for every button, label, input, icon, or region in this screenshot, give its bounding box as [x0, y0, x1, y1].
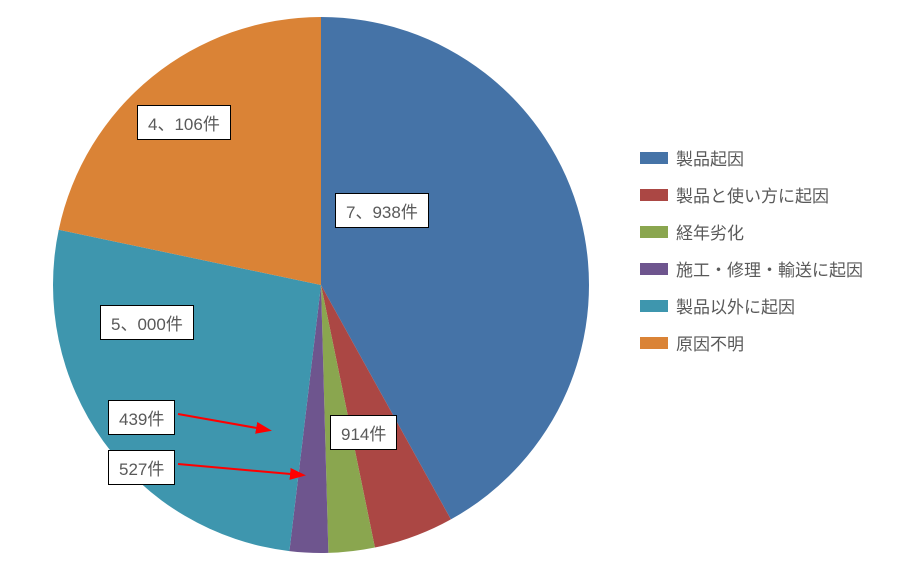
legend-swatch — [640, 337, 668, 349]
legend-label: 製品起因 — [676, 145, 744, 170]
legend-item: 原因不明 — [640, 330, 863, 355]
legend-swatch — [640, 300, 668, 312]
legend-item: 製品以外に起因 — [640, 293, 863, 318]
legend-label: 原因不明 — [676, 330, 744, 355]
legend-item: 施工・修理・輸送に起因 — [640, 256, 863, 281]
legend-item: 製品起因 — [640, 145, 863, 170]
data-label: 439件 — [108, 400, 175, 435]
data-label: 527件 — [108, 450, 175, 485]
legend-label: 施工・修理・輸送に起因 — [676, 256, 863, 281]
legend-label: 経年劣化 — [676, 219, 744, 244]
legend: 製品起因製品と使い方に起因経年劣化施工・修理・輸送に起因製品以外に起因原因不明 — [640, 145, 863, 367]
legend-swatch — [640, 263, 668, 275]
legend-label: 製品と使い方に起因 — [676, 182, 829, 207]
data-label: 5、000件 — [100, 305, 194, 340]
chart-container: 製品起因製品と使い方に起因経年劣化施工・修理・輸送に起因製品以外に起因原因不明 … — [0, 0, 904, 571]
legend-swatch — [640, 226, 668, 238]
pie-slice — [53, 230, 321, 551]
data-label: 4、106件 — [137, 105, 231, 140]
legend-label: 製品以外に起因 — [676, 293, 795, 318]
data-label: 914件 — [330, 415, 397, 450]
legend-item: 経年劣化 — [640, 219, 863, 244]
legend-swatch — [640, 189, 668, 201]
legend-item: 製品と使い方に起因 — [640, 182, 863, 207]
legend-swatch — [640, 152, 668, 164]
data-label: 7、938件 — [335, 193, 429, 228]
